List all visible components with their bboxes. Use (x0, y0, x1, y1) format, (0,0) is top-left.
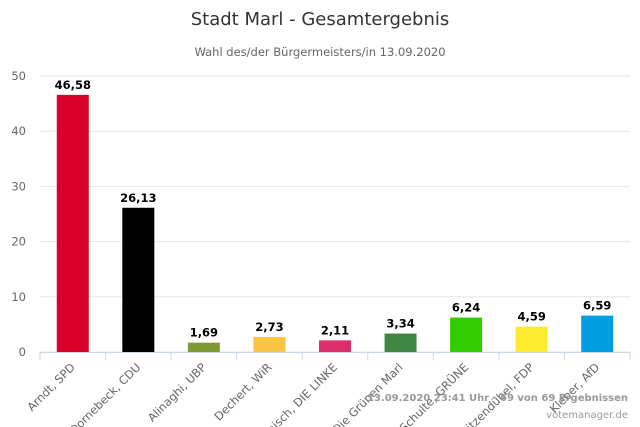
credits-source: votemanager.de (546, 410, 628, 421)
data-label: 4,59 (517, 310, 545, 324)
data-label: 6,24 (452, 301, 480, 315)
bar[interactable] (56, 94, 89, 352)
bar[interactable] (187, 342, 220, 352)
y-tick-label: 30 (11, 179, 26, 193)
x-tick-label: Alinaghi, UBP (145, 360, 209, 424)
data-label: 2,73 (255, 320, 283, 334)
data-label: 6,59 (583, 299, 611, 313)
credits-timestamp: 13.09.2020 23:41 Uhr · 69 von 69 Ergebni… (367, 393, 628, 404)
x-tick-label: Arndt, SPD (24, 360, 78, 414)
x-tick-label: Dornebeck, CDU (67, 360, 144, 427)
y-tick-label: 0 (19, 345, 26, 359)
chart-title: Stadt Marl - Gesamtergebnis (191, 9, 450, 30)
y-tick-label: 40 (11, 124, 26, 138)
bar[interactable] (515, 326, 548, 352)
bar[interactable] (384, 333, 417, 352)
x-tick-label: Dechert, WiR (211, 360, 274, 423)
data-label: 2,11 (321, 323, 349, 337)
bar[interactable] (581, 315, 614, 352)
chart-subtitle: Wahl des/der Bürgermeisters/in 13.09.202… (194, 45, 445, 59)
data-label: 46,58 (55, 78, 91, 92)
y-tick-label: 20 (11, 235, 26, 249)
bar[interactable] (319, 340, 351, 352)
data-label: 3,34 (386, 317, 414, 331)
x-tick-label: Kleber, AfD (547, 360, 603, 416)
bar[interactable] (450, 317, 483, 352)
data-labels: 46,58 26,13 1,69 2,73 2,11 3,34 6,24 4,59 6,59 (55, 78, 612, 340)
bar[interactable] (253, 336, 286, 352)
bar[interactable] (122, 207, 155, 352)
bars (56, 94, 614, 352)
data-label: 26,13 (120, 191, 156, 205)
data-label: 1,69 (190, 326, 218, 340)
y-axis: 0 10 20 30 40 50 (11, 69, 26, 359)
y-tick-label: 50 (11, 69, 26, 83)
y-tick-label: 10 (11, 290, 26, 304)
